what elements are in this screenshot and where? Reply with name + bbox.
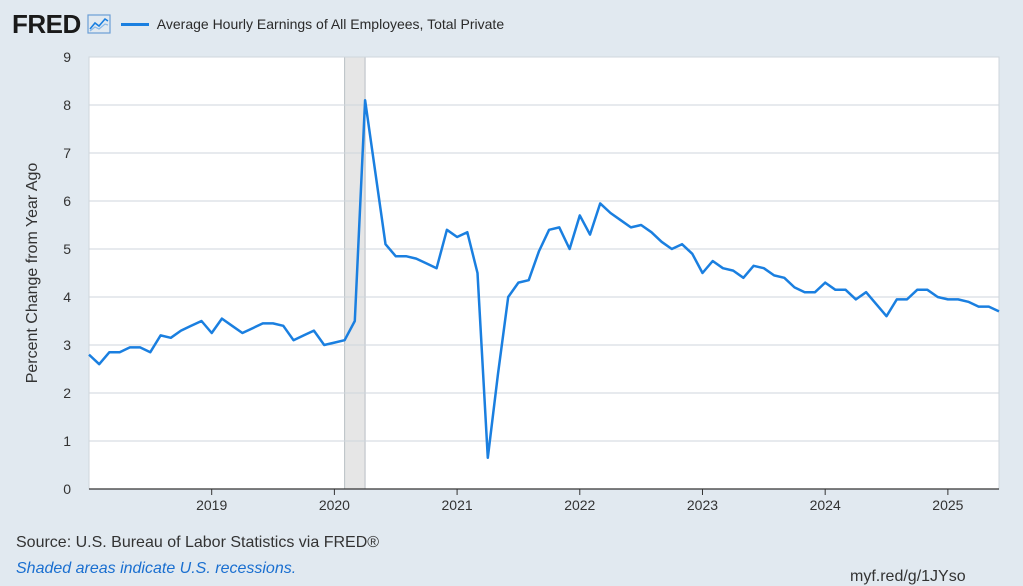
series-line — [88, 98, 1000, 460]
y-tick-label: 8 — [63, 97, 71, 113]
legend-swatch — [120, 22, 149, 26]
legend-label[interactable]: Average Hourly Earnings of All Employees… — [156, 16, 505, 32]
y-tick-label: 5 — [63, 241, 71, 257]
recession-band — [344, 56, 366, 490]
short-link[interactable]: myf.red/g/1JYso — [850, 568, 966, 585]
fred-logo[interactable]: FRED — [12, 8, 81, 39]
source-note: Source: U.S. Bureau of Labor Statistics … — [16, 534, 380, 551]
x-tick-label: 2021 — [442, 497, 473, 513]
y-axis-label: Percent Change from Year Ago — [24, 163, 41, 384]
x-axis-ticks: 2019 2020 2021 2022 2023 2024 2025 — [196, 489, 964, 513]
x-tick-label: 2023 — [687, 497, 718, 513]
x-tick-label: 2020 — [319, 497, 350, 513]
x-tick-label: 2025 — [932, 497, 963, 513]
x-tick-label: 2019 — [196, 497, 227, 513]
gridlines — [89, 56, 999, 490]
recession-shading — [344, 56, 366, 490]
y-tick-label: 9 — [63, 49, 71, 65]
x-tick-label: 2022 — [564, 497, 595, 513]
y-tick-label: 0 — [63, 481, 71, 497]
recession-note: Shaded areas indicate U.S. recessions. — [16, 560, 297, 577]
line-chart-icon — [87, 14, 111, 34]
y-axis-ticks: 0 1 2 3 4 5 6 7 8 9 — [63, 49, 71, 497]
y-tick-label: 7 — [63, 145, 71, 161]
legend: Average Hourly Earnings of All Employees… — [120, 16, 505, 32]
plot-area — [88, 56, 1000, 490]
y-tick-label: 1 — [63, 433, 71, 449]
chart-header: FRED Average Hourly Earnings of All Empl… — [12, 8, 504, 40]
y-tick-label: 4 — [63, 289, 71, 305]
y-tick-label: 2 — [63, 385, 71, 401]
x-tick-label: 2024 — [810, 497, 841, 513]
y-tick-label: 6 — [63, 193, 71, 209]
y-tick-label: 3 — [63, 337, 71, 353]
